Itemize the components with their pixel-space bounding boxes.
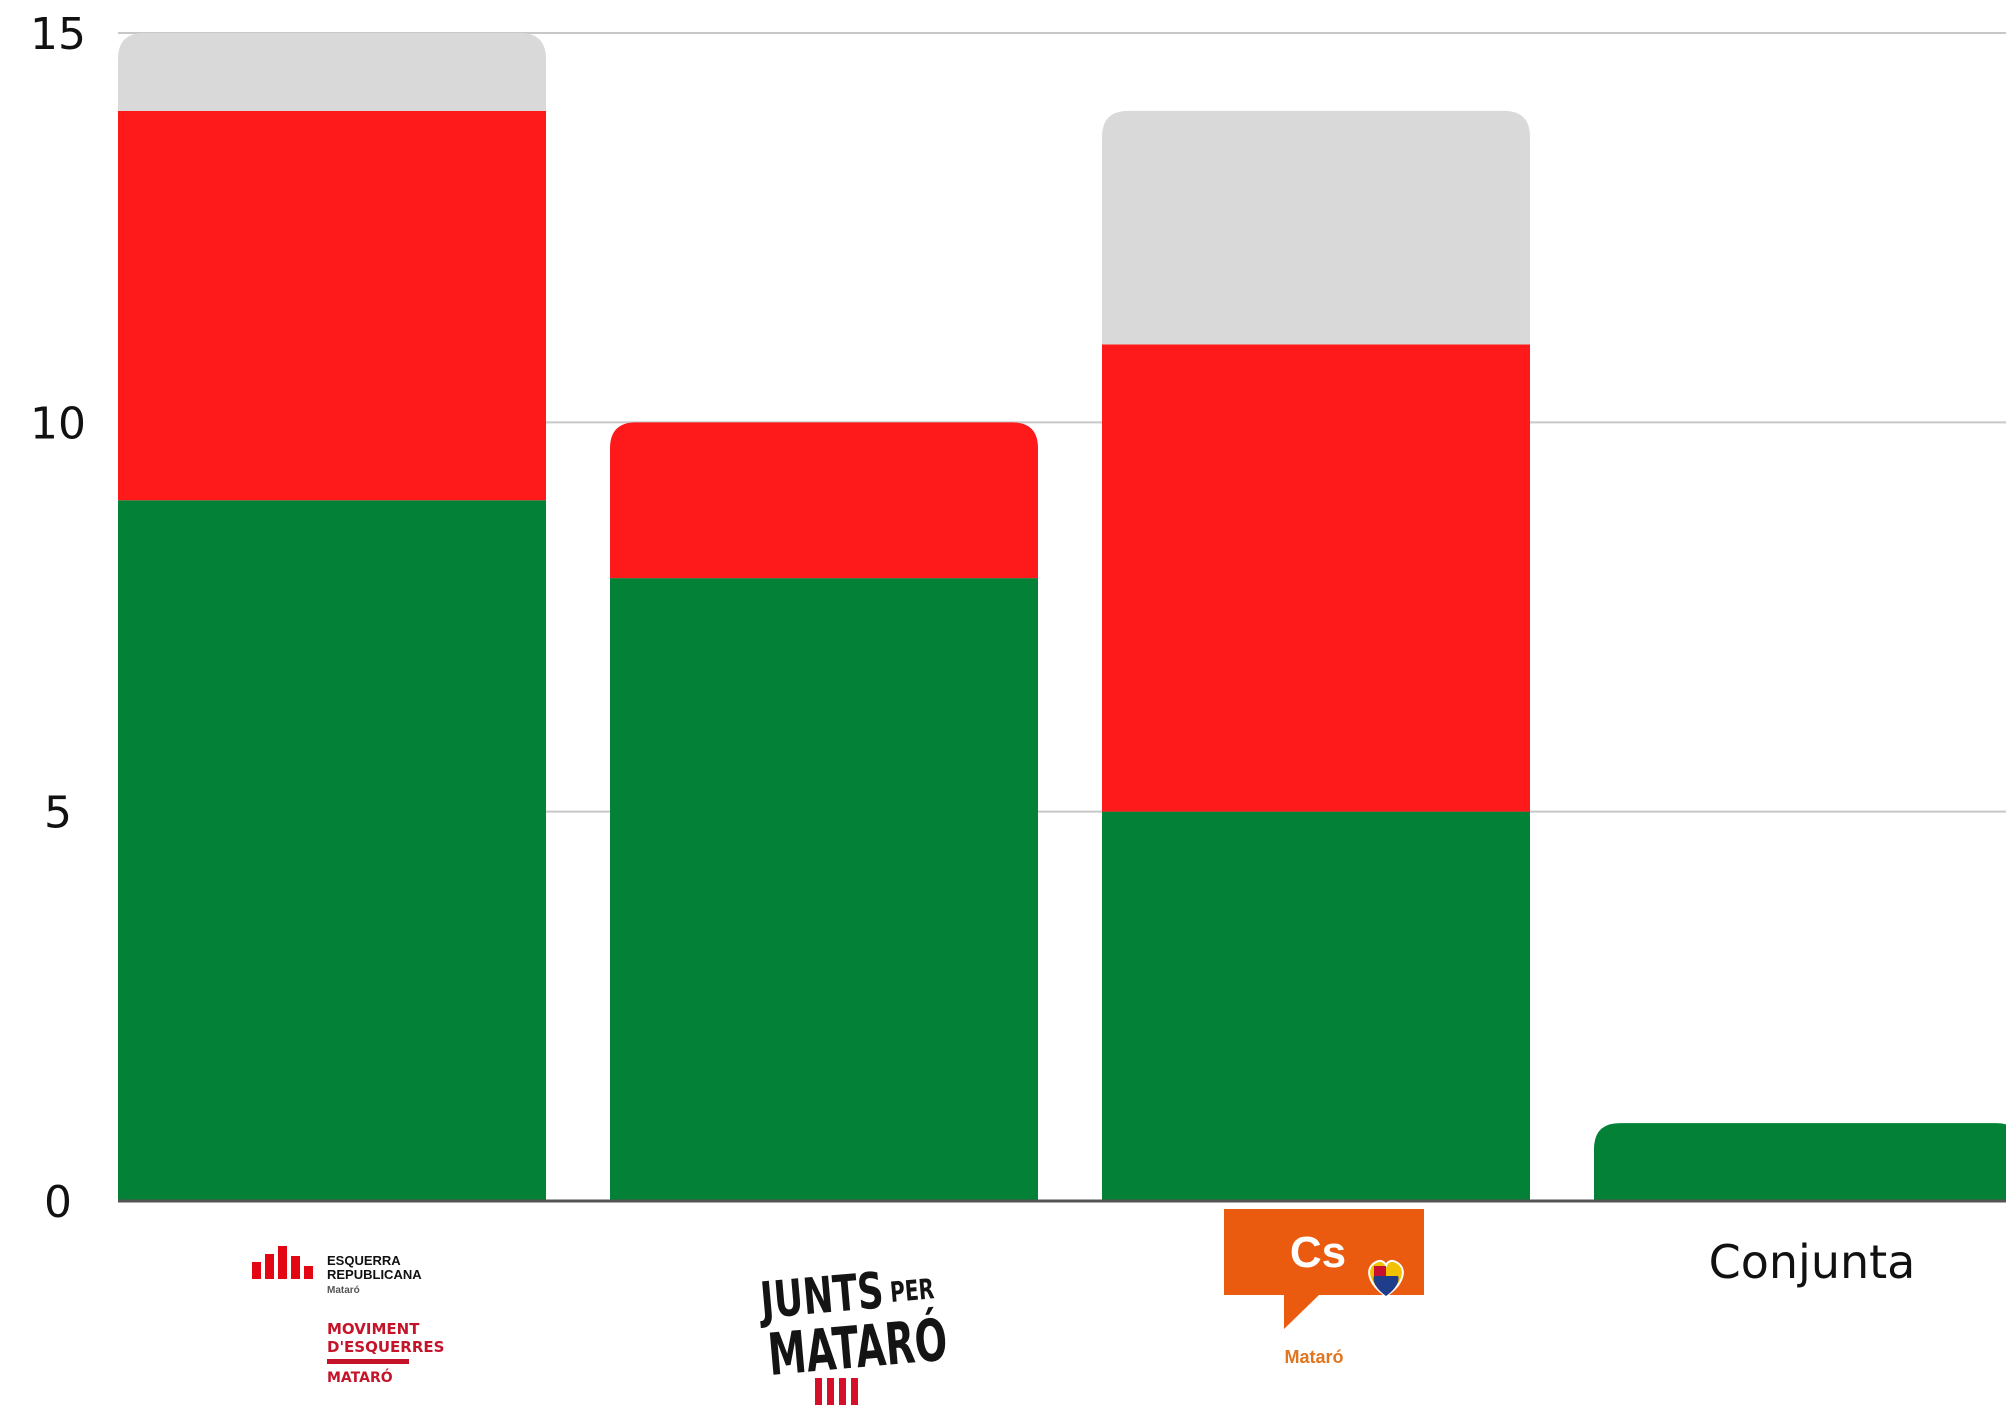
junts-word: JUNTS	[756, 1263, 886, 1331]
cs-heart-eu-icon	[1373, 1276, 1399, 1296]
erc-line-1: ESQUERRA	[327, 1253, 401, 1268]
cs-mataro-logo: Cs Mataró	[1224, 1209, 1424, 1367]
bar-segment-2-1	[1102, 344, 1530, 812]
cs-heart-stripe	[1374, 1266, 1386, 1276]
bar-segment-0-0	[118, 500, 546, 1201]
erc-line-2: REPUBLICANA	[327, 1267, 422, 1282]
bar-segment-0-2	[118, 33, 546, 111]
junts-red-stripe	[815, 1378, 822, 1405]
bar-segment-0-1	[118, 110, 546, 501]
moviment-line-3: MATARÓ	[327, 1368, 393, 1386]
junts-red-stripe	[851, 1378, 858, 1405]
bar-segment-3-0	[1594, 1123, 2006, 1201]
cs-speech-tail	[1284, 1294, 1320, 1329]
y-tick-label: 5	[44, 788, 72, 839]
erc-mark-bar	[304, 1266, 313, 1279]
y-tick-label: 10	[30, 398, 86, 449]
junts-red-stripe	[839, 1378, 846, 1405]
bar-segment-2-2	[1102, 110, 1530, 345]
moviment-line-1: MOVIMENT	[327, 1320, 420, 1338]
cs-letters: Cs	[1290, 1228, 1346, 1277]
cs-city: Mataró	[1284, 1347, 1343, 1367]
per-word: PER	[889, 1272, 936, 1309]
y-axis: 0 5 10 15	[30, 9, 86, 1228]
y-tick-label: 0	[44, 1177, 72, 1228]
moviment-line-2: D'ESQUERRES	[327, 1338, 444, 1356]
bar-segment-1-1	[610, 422, 1038, 579]
erc-mark-bar	[278, 1246, 287, 1279]
bar-segment-2-0	[1102, 811, 1530, 1201]
bar-segment-1-0	[610, 578, 1038, 1201]
erc-mark-bar	[291, 1256, 300, 1279]
junts-red-stripe	[827, 1378, 834, 1405]
moviment-rule	[327, 1359, 409, 1364]
y-tick-label: 15	[30, 9, 86, 60]
mataro-word: MATARÓ	[765, 1304, 950, 1389]
x-category-label: Conjunta	[1709, 1235, 1916, 1289]
erc-mark-bar	[265, 1254, 274, 1279]
bars	[118, 33, 2006, 1201]
erc-line-3: Mataró	[327, 1285, 360, 1296]
erc-mark-bar	[252, 1262, 261, 1279]
